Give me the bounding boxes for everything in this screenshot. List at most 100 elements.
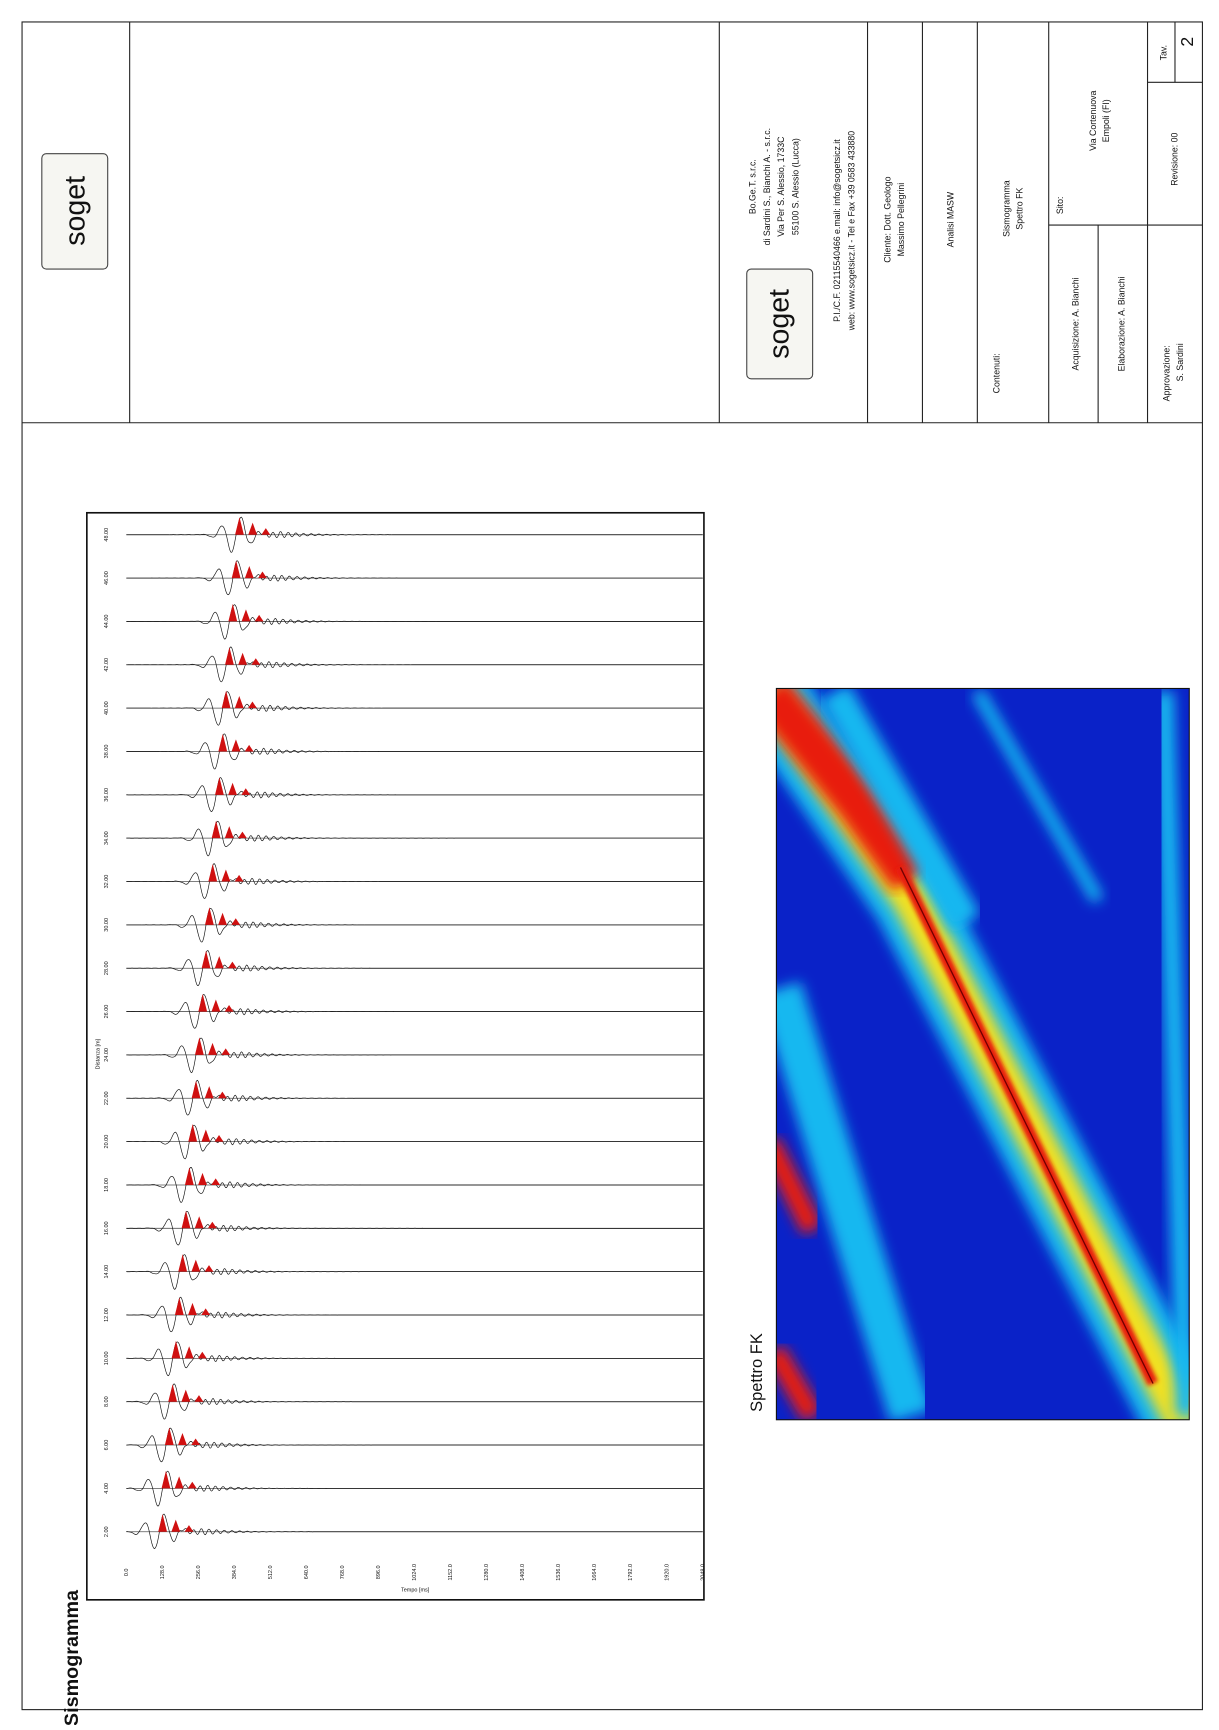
distance-tick-label: 4.00 [104, 1483, 110, 1494]
trace [126, 863, 703, 899]
sheet-border [21, 21, 1203, 1711]
time-tick-label: 1536.0 [556, 1564, 562, 1581]
trace [126, 604, 703, 640]
trace [126, 1079, 703, 1116]
trace-peak [191, 1080, 227, 1099]
trace [126, 1296, 703, 1333]
time-tick-label: 768.0 [340, 1566, 346, 1580]
distance-tick-label: 8.00 [104, 1396, 110, 1407]
site-line: Empoli (FI) [1101, 99, 1111, 142]
trace [126, 1166, 703, 1203]
distance-tick-label: 38.00 [104, 745, 110, 759]
approval-label: Approvazione: [1162, 345, 1172, 401]
distance-tick-label: 34.00 [104, 831, 110, 845]
trace-peak [208, 863, 244, 882]
contents-item: Sismogramma [1001, 180, 1011, 237]
analysis: Analisi MASW [945, 191, 955, 247]
distance-tick-label: 14.00 [104, 1265, 110, 1279]
time-tick-label: 0.0 [124, 1569, 130, 1577]
trace-peak [168, 1384, 204, 1402]
time-tick-label: 1152.0 [448, 1564, 454, 1580]
trace [126, 993, 703, 1029]
distance-tick-label: 44.00 [104, 615, 110, 629]
company-contact: P.I./C.F. 02115540466 e.mail: info@soget… [832, 139, 842, 322]
time-tick-label: 256.0 [196, 1566, 202, 1580]
trace-peak [211, 820, 247, 839]
distance-tick-label: 30.00 [104, 918, 110, 932]
trace-peak [228, 603, 264, 622]
trace [126, 1254, 703, 1290]
trace-peak [181, 1210, 217, 1229]
trace-peak [201, 950, 237, 969]
trace [126, 560, 703, 596]
time-tick-label: 1280.0 [484, 1564, 490, 1581]
trace-peak [174, 1297, 211, 1316]
distance-tick-label: 6.00 [104, 1440, 110, 1451]
company-line: Bo.Ge.T. s.r.c. [748, 159, 758, 214]
contents-item: Spettro FK [1014, 188, 1024, 230]
trace-peak [164, 1427, 201, 1446]
distance-tick-label: 20.00 [104, 1135, 110, 1149]
seismogram: Sismogramma Tempo [ms] Distanza [m] 0.0 1… [61, 511, 706, 1726]
distance-tick-label: 48.00 [104, 528, 110, 542]
trace [126, 777, 703, 812]
trace [126, 1341, 703, 1377]
trace-peak [215, 777, 251, 795]
trace-peak [198, 994, 234, 1012]
trace-peak [188, 1124, 224, 1142]
trace [126, 691, 703, 726]
trace [126, 1427, 703, 1463]
time-tick-label: 896.0 [376, 1566, 382, 1580]
trace-peak [184, 1167, 221, 1185]
revision: Revisione: 00 [1169, 133, 1179, 186]
site-line: Via Cortenuova [1088, 91, 1098, 151]
client: Cliente: Dott. Geologo [883, 176, 893, 262]
trace-peak [158, 1514, 194, 1532]
trace [126, 820, 703, 857]
distance-tick-label: 16.00 [104, 1221, 110, 1235]
distance-tick-label: 12.00 [104, 1308, 110, 1322]
y-axis-title: Distanza [m] [95, 1038, 101, 1069]
time-tick-label: 512.0 [268, 1566, 274, 1580]
company-contact: web: www.sogetsicz.it - Tel e Fax +39 05… [846, 131, 856, 331]
distance-tick-label: 40.00 [104, 701, 110, 715]
sheet-label: Tav. [1158, 45, 1168, 60]
distance-tick-label: 32.00 [104, 875, 110, 889]
distance-tick-label: 10.00 [104, 1351, 110, 1365]
processing: Elaborazione: A. Bianchi [1117, 276, 1127, 371]
time-tick-label: 1920.0 [664, 1564, 670, 1581]
trace [126, 1037, 703, 1074]
approval-name: S. Sardini [1175, 343, 1185, 381]
trace [126, 1383, 703, 1420]
time-tick-label: 2048.0 [700, 1564, 706, 1581]
trace [126, 908, 703, 943]
trace [126, 1470, 703, 1507]
client: Massimo Pellegrini [896, 183, 906, 257]
trace [126, 950, 703, 987]
distance-tick-label: 46.00 [104, 571, 110, 585]
trace-peak [225, 647, 261, 665]
trace-peak [218, 733, 254, 752]
trace [126, 1513, 703, 1549]
trace-peak [231, 560, 267, 579]
distance-tick-label: 18.00 [104, 1178, 110, 1192]
distance-tick-label: 26.00 [104, 1005, 110, 1019]
time-tick-label: 384.0 [232, 1566, 238, 1580]
time-tick-label: 1792.0 [628, 1564, 634, 1581]
company-line: 55100 S. Alessio (Lucca) [790, 138, 800, 235]
trace [126, 646, 703, 683]
distance-tick-label: 22.00 [104, 1091, 110, 1105]
trace-peak [221, 690, 257, 709]
distance-tick-label: 2.00 [104, 1526, 110, 1537]
contents-label: Contenuti: [991, 353, 1001, 393]
distance-tick-label: 24.00 [104, 1048, 110, 1062]
time-tick-label: 1024.0 [412, 1564, 418, 1581]
company-line: di Sardini S., Bianchi A. - s.r.c. [762, 128, 772, 245]
logo: soget [60, 176, 92, 246]
acquisition: Acquisizione: A. Bianchi [1070, 277, 1080, 370]
time-tick-label: 1408.0 [520, 1564, 526, 1581]
distance-tick-label: 36.00 [104, 788, 110, 802]
trace-peak [204, 907, 241, 925]
time-tick-label: 640.0 [304, 1566, 310, 1580]
